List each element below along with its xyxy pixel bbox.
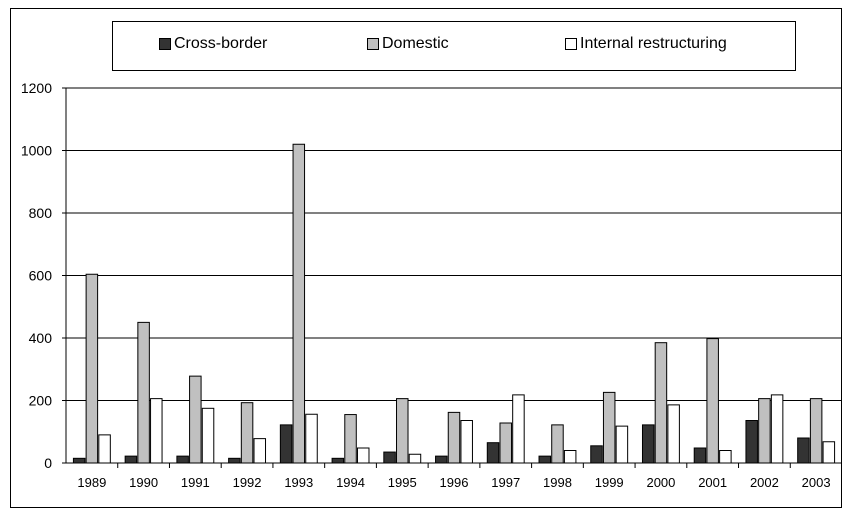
legend-item-internal-restructuring: Internal restructuring: [565, 35, 727, 53]
bar-cross-border-1991: [176, 455, 189, 464]
y-tick-label: 1000: [21, 143, 52, 159]
bar-cross-border-1992: [228, 457, 241, 464]
bar-domestic-1992: [240, 402, 254, 464]
x-tick-label: 1999: [595, 475, 624, 490]
bar-cross-border-1999: [590, 445, 603, 464]
x-tick-label: 1993: [284, 475, 313, 490]
bar-cross-border-2003: [797, 437, 810, 464]
y-tick-label: 200: [29, 393, 53, 409]
x-tick-label: 1991: [181, 475, 210, 490]
bar-cross-border-1993: [279, 424, 293, 464]
bar-domestic-2002: [758, 398, 771, 464]
bar-internal-restructuring-1999: [615, 425, 629, 464]
bar-internal-restructuring-1993: [305, 413, 318, 464]
bar-cross-border-2002: [745, 420, 758, 464]
bar-cross-border-1998: [538, 455, 552, 464]
x-tick-label: 2003: [802, 475, 831, 490]
bar-cross-border-2000: [641, 424, 655, 464]
bar-domestic-1990: [137, 321, 150, 464]
y-tick-label: 400: [29, 330, 53, 346]
x-tick-label: 1995: [388, 475, 417, 490]
legend: Cross-border Domestic Internal restructu…: [112, 21, 796, 71]
bar-internal-restructuring-2002: [770, 394, 784, 464]
bar-cross-border-1989: [72, 457, 86, 464]
y-tick-label: 0: [44, 455, 52, 471]
bar-internal-restructuring-2003: [822, 441, 836, 464]
bar-domestic-1991: [189, 375, 202, 464]
bar-internal-restructuring-1997: [512, 394, 525, 464]
bar-domestic-1993: [292, 143, 306, 464]
bar-domestic-1997: [499, 422, 512, 464]
legend-swatch-cross-border: [159, 38, 171, 50]
x-tick-label: 1990: [129, 475, 158, 490]
bar-domestic-1999: [602, 391, 616, 464]
bar-internal-restructuring-1991: [201, 407, 215, 464]
y-tick-label: 600: [29, 268, 53, 284]
bar-cross-border-2001: [693, 447, 707, 464]
bar-domestic-2000: [654, 342, 668, 464]
bar-internal-restructuring-1990: [150, 398, 163, 464]
bar-internal-restructuring-1998: [563, 450, 577, 464]
bar-internal-restructuring-1992: [253, 438, 267, 464]
bar-domestic-1996: [447, 411, 461, 464]
y-tick-label: 1200: [21, 80, 52, 96]
bar-internal-restructuring-1996: [460, 420, 473, 464]
x-tick-label: 1994: [336, 475, 365, 490]
bar-domestic-2003: [809, 398, 823, 464]
bar-cross-border-1995: [383, 451, 396, 464]
legend-item-cross-border: Cross-border: [159, 35, 267, 53]
x-tick-label: 1992: [233, 475, 262, 490]
x-tick-label: 1998: [543, 475, 572, 490]
bar-cross-border-1997: [486, 442, 500, 464]
y-tick-label: 800: [29, 205, 53, 221]
bar-domestic-2001: [706, 338, 719, 464]
x-tick-label: 2000: [646, 475, 675, 490]
legend-item-domestic: Domestic: [367, 35, 449, 53]
bar-cross-border-1994: [331, 457, 345, 464]
legend-label-domestic: Domestic: [382, 35, 449, 52]
bar-domestic-1994: [344, 414, 357, 464]
legend-swatch-domestic: [367, 38, 379, 50]
bar-internal-restructuring-2001: [719, 450, 732, 464]
bar-internal-restructuring-1995: [408, 453, 422, 464]
bar-cross-border-1990: [124, 455, 138, 464]
legend-swatch-internal-restructuring: [565, 38, 577, 50]
x-tick-label: 1997: [491, 475, 520, 490]
bar-domestic-1989: [85, 273, 99, 464]
bar-cross-border-1996: [435, 455, 448, 464]
bar-domestic-1998: [551, 424, 564, 464]
legend-label-internal-restructuring: Internal restructuring: [580, 35, 727, 52]
bar-internal-restructuring-1994: [356, 447, 370, 464]
legend-label-cross-border: Cross-border: [174, 35, 268, 52]
x-tick-label: 1996: [440, 475, 469, 490]
x-tick-label: 2002: [750, 475, 779, 490]
x-tick-label: 1989: [77, 475, 106, 490]
bar-internal-restructuring-1989: [98, 434, 111, 464]
bar-internal-restructuring-2000: [667, 404, 680, 464]
bar-domestic-1995: [396, 398, 409, 464]
x-tick-label: 2001: [698, 475, 727, 490]
